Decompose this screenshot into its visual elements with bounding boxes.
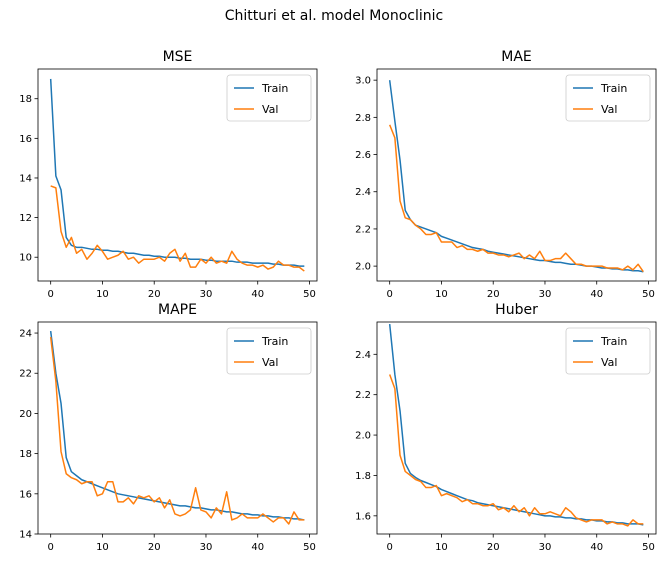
mse-legend-label-val: Val [262,103,278,116]
mse-ytick-label: 18 [19,94,32,105]
huber-xtick-label: 40 [590,542,603,553]
mae-xtick-label: 0 [386,289,392,300]
mae-xtick-label: 40 [590,289,603,300]
mse-axes-frame [37,68,318,282]
mae-legend-label-train: Train [600,82,627,95]
mse-xtick-label: 10 [96,289,109,300]
mse-series-train-line [49,78,305,267]
mape-ytick-label: 24 [19,329,32,340]
mae-ytick-label: 2.6 [355,150,371,161]
mae-xtick-label: 20 [487,289,500,300]
figure-title: Chitturi et al. model Monoclinic [224,8,444,24]
mape-xtick-label: 0 [47,542,53,553]
mape-ytick-label: 16 [19,489,32,500]
huber-xtick-label: 50 [642,542,655,553]
mae-xtick-label: 30 [539,289,552,300]
mae-legend: Train Val [565,74,651,122]
mae-xtick-label: 50 [642,289,655,300]
mape-legend-label-val: Val [262,356,278,369]
mse-chart: MSE 0 10 20 30 40 50 10 12 14 16 18 Train Val [19,49,318,300]
mse-ytick-label: 12 [19,213,32,224]
mse-series-val-line [50,185,305,272]
huber-ytick-label: 1.8 [355,471,371,482]
mse-legend-label-train: Train [261,82,288,95]
huber-ytick-label: 2.0 [355,431,371,442]
huber-xtick-label: 10 [435,542,448,553]
mse-legend: Train Val [226,74,312,122]
mae-xtick-label: 10 [435,289,448,300]
mape-ytick-label: 18 [19,449,32,460]
huber-ytick-label: 2.4 [355,350,371,361]
mse-ytick-label: 10 [19,253,32,264]
mape-series-val-line [49,336,305,525]
huber-xtick-label: 30 [539,542,552,553]
mae-axes-frame [376,68,657,282]
mae-ytick-label: 3.0 [355,76,371,87]
mape-legend-label-train: Train [261,335,288,348]
mae-ytick-label: 2.4 [355,187,371,198]
mse-ytick-label: 14 [19,173,32,184]
huber-series-val-line [388,374,644,527]
huber-legend-label-train: Train [600,335,627,348]
mae-ytick-label: 2.2 [355,224,371,235]
mae-legend-label-val: Val [601,103,617,116]
mape-chart: MAPE 0 10 20 30 40 50 14 16 18 20 22 24 Train Val [19,302,318,553]
huber-series-train-line [388,323,644,526]
mape-xtick-label: 50 [303,542,316,553]
mae-title: MAE [501,49,532,65]
mape-xtick-label: 30 [200,542,213,553]
mape-title: MAPE [158,302,197,318]
mape-ytick-label: 14 [19,530,32,541]
huber-legend: Train Val [565,327,651,375]
mse-xtick-label: 30 [200,289,213,300]
huber-legend-label-val: Val [601,356,617,369]
mae-chart: MAE 0 10 20 30 40 50 2.0 2.2 2.4 2.6 2.8 3.0 Train Val [355,49,657,300]
mse-xtick-label: 20 [148,289,161,300]
mape-xtick-label: 10 [96,542,109,553]
huber-ytick-label: 2.2 [355,390,371,401]
mae-series-val-line [388,124,644,273]
huber-chart: Huber 0 10 20 30 40 50 1.6 1.8 2.0 2.2 2.4 Train Val [355,302,657,553]
mse-xtick-label: 50 [303,289,316,300]
mape-ytick-label: 20 [19,409,32,420]
mae-series-train-line [388,80,644,273]
huber-ytick-label: 1.6 [355,511,371,522]
huber-title: Huber [495,302,538,318]
huber-xtick-label: 20 [487,542,500,553]
mape-xtick-label: 40 [251,542,264,553]
huber-axes-frame [376,321,657,535]
mse-xtick-label: 40 [251,289,264,300]
mse-title: MSE [163,49,193,65]
mape-axes-frame [37,321,318,535]
mse-xtick-label: 0 [47,289,53,300]
mse-ytick-label: 16 [19,134,32,145]
mae-ytick-label: 2.8 [355,113,371,124]
mae-ytick-label: 2.0 [355,262,371,273]
huber-xtick-label: 0 [386,542,392,553]
mape-legend: Train Val [226,327,312,375]
mape-ytick-label: 22 [19,369,32,380]
mape-xtick-label: 20 [148,542,161,553]
